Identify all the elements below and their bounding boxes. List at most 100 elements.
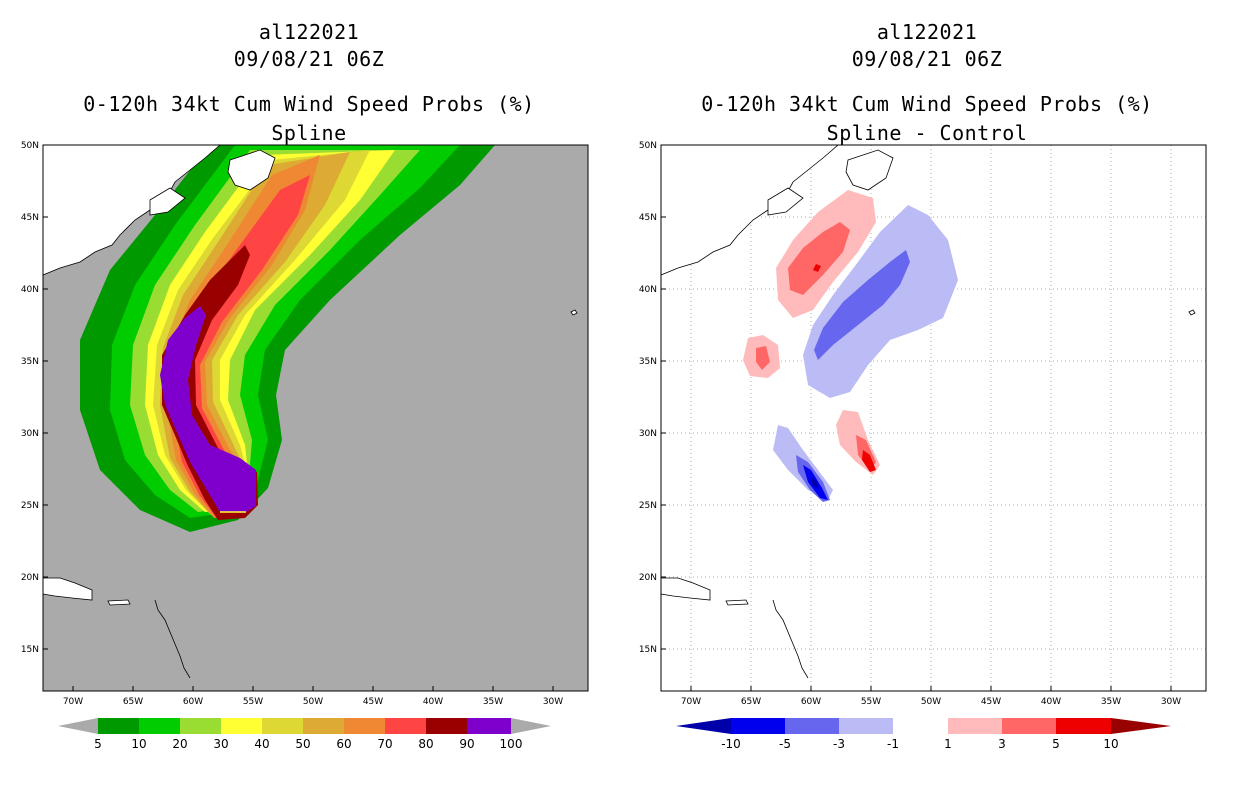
colorbar-over-arrow — [511, 718, 551, 734]
colorbar-swatch-80-90 — [426, 718, 467, 734]
diff-negative-central-medium — [814, 250, 910, 360]
colorbar-swatch-40-50 — [262, 718, 303, 734]
lon-label-50w: 50W — [921, 697, 941, 707]
newfoundland-island — [845, 149, 894, 191]
colorbar-swatch-1-3 — [948, 718, 1002, 734]
lat-label-45n: 45N — [639, 213, 657, 223]
colorbar-label: 30 — [213, 737, 228, 751]
colorbar-swatch-3-5 — [1002, 718, 1056, 734]
lat-label-50n: 50N — [639, 141, 657, 151]
prob-band-90 — [160, 306, 256, 512]
lon-label-45w: 45W — [363, 697, 383, 707]
colorbar-swatch-m1-1 — [893, 718, 948, 734]
lat-label-25n: 25N — [21, 501, 39, 511]
colorbar-swatch-30-40 — [221, 718, 262, 734]
lon-label-45w: 45W — [981, 697, 1001, 707]
storm-id-title: al122021 — [258, 20, 360, 44]
lon-label-60w: 60W — [183, 697, 203, 707]
colorbar-swatch-5-10 — [98, 718, 139, 734]
colorbar-label: 100 — [500, 737, 523, 751]
colorbar-label: 60 — [336, 737, 351, 751]
colorbar-swatch-m5-m3 — [785, 718, 839, 734]
lat-label-15n: 15N — [639, 645, 657, 655]
puerto-rico-island — [725, 599, 749, 606]
storm-id-title: al122021 — [876, 20, 978, 44]
lon-label-50w: 50W — [303, 697, 323, 707]
coastlines — [660, 144, 1196, 679]
diff-positive-north-peak — [813, 264, 821, 272]
colorbar-swatch-60-70 — [344, 718, 385, 734]
subtitle: Spline - Control — [826, 121, 1028, 145]
colorbar-label: -10 — [721, 737, 741, 751]
bermuda-island — [570, 309, 578, 316]
lon-label-35w: 35W — [1101, 697, 1121, 707]
colorbar-swatch-50-60 — [303, 718, 344, 734]
colorbar-swatch-m3-m1 — [839, 718, 893, 734]
lat-label-35n: 35N — [639, 357, 657, 367]
colorbar-label: 50 — [295, 737, 310, 751]
product-title: 0-120h 34kt Cum Wind Speed Probs (%) — [83, 92, 535, 116]
colorbar-label: 10 — [1103, 737, 1118, 751]
tick-marks — [661, 144, 1172, 691]
lon-label-40w: 40W — [1041, 697, 1061, 707]
map-frame — [660, 144, 1207, 692]
colorbar-swatch-20-30 — [180, 718, 221, 734]
colorbar-swatch-90-100 — [467, 718, 511, 734]
colorbar-swatch-m10-m5 — [731, 718, 785, 734]
colorbar-label: 40 — [254, 737, 269, 751]
lat-label-30n: 30N — [21, 429, 39, 439]
diff-positive-south-peak — [862, 450, 876, 472]
colorbar-label: 10 — [131, 737, 146, 751]
lon-label-30w: 30W — [543, 697, 563, 707]
lat-label-20n: 20N — [21, 573, 39, 583]
datetime-title: 09/08/21 06Z — [851, 47, 1003, 71]
bermuda-island — [1188, 309, 1196, 316]
colorbar-swatch-5-10 — [1056, 718, 1111, 734]
colorbar-label: 20 — [172, 737, 187, 751]
nova-scotia — [767, 187, 804, 216]
map-frame — [42, 144, 589, 692]
puerto-rico-island — [107, 599, 131, 606]
colorbar-label: -1 — [887, 737, 899, 751]
lat-label-20n: 20N — [639, 573, 657, 583]
lat-label-15n: 15N — [21, 645, 39, 655]
lon-label-65w: 65W — [123, 697, 143, 707]
nova-scotia — [149, 187, 186, 216]
hispaniola-island — [660, 577, 711, 601]
colorbar-label: 3 — [998, 737, 1006, 751]
colorbar-label: 1 — [944, 737, 952, 751]
colorbar-label: 5 — [1052, 737, 1060, 751]
colorbar-label: 5 — [94, 737, 102, 751]
colorbar-swatch-70-80 — [385, 718, 426, 734]
coastlines — [42, 144, 578, 679]
lon-label-60w: 60W — [801, 697, 821, 707]
lat-label-45n: 45N — [21, 213, 39, 223]
north-america-landmass — [42, 144, 222, 276]
lesser-antilles — [772, 599, 809, 679]
north-america-landmass — [660, 144, 840, 276]
lon-label-40w: 40W — [423, 697, 443, 707]
grid-lines — [661, 145, 1206, 691]
colorbar-label: 80 — [418, 737, 433, 751]
colorbar-label: -5 — [779, 737, 791, 751]
lon-label-30w: 30W — [1161, 697, 1181, 707]
subtitle: Spline — [271, 121, 347, 145]
tick-marks — [43, 144, 554, 691]
newfoundland-island — [227, 149, 276, 191]
lat-label-30n: 30N — [639, 429, 657, 439]
lon-label-55w: 55W — [861, 697, 881, 707]
lon-label-35w: 35W — [483, 697, 503, 707]
diff-positive-west-medium — [756, 346, 770, 370]
lat-label-35n: 35N — [21, 357, 39, 367]
right-map-svg: 70W 65W 60W 55W 50W 45W 40W 35W 30W 50N … — [639, 141, 1207, 751]
lon-label-70w: 70W — [63, 697, 83, 707]
left-map-panel: al122021 09/08/21 06Z 0-120h 34kt Cum Wi… — [21, 20, 589, 751]
right-map-panel: al122021 09/08/21 06Z 0-120h 34kt Cum Wi… — [618, 0, 1236, 800]
left-colorbar — [58, 718, 551, 734]
hispaniola-island — [42, 577, 93, 601]
lat-label-50n: 50N — [21, 141, 39, 151]
colorbar-label: 90 — [459, 737, 474, 751]
datetime-title: 09/08/21 06Z — [233, 47, 385, 71]
lon-label-55w: 55W — [243, 697, 263, 707]
colorbar-label: -3 — [833, 737, 845, 751]
